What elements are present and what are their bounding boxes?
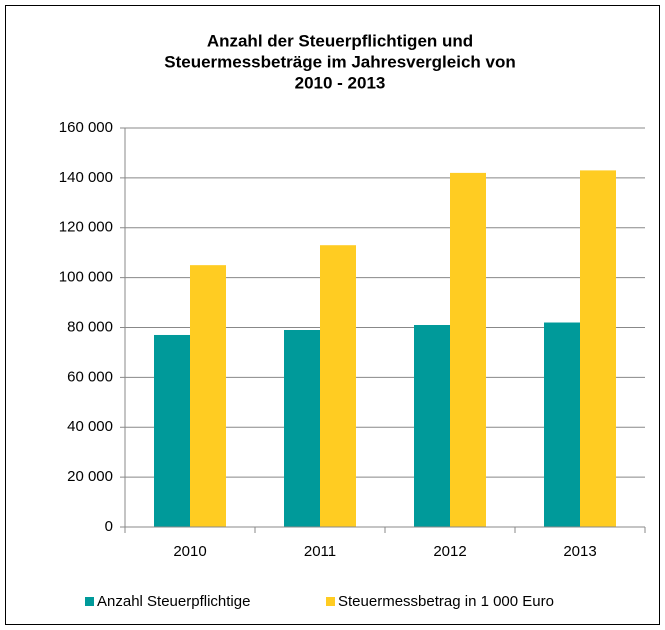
y-tick-label: 100 000 xyxy=(59,269,113,286)
bar xyxy=(414,325,450,527)
y-tick-label: 80 000 xyxy=(67,318,113,335)
y-tick-label: 160 000 xyxy=(59,119,113,136)
chart-title: 2010 - 2013 xyxy=(295,73,386,92)
y-tick-label: 140 000 xyxy=(59,169,113,186)
x-tick-label: 2010 xyxy=(173,543,206,560)
legend-swatch xyxy=(85,597,94,606)
legend-label: Anzahl Steuerpflichtige xyxy=(97,593,250,610)
legend-swatch xyxy=(326,597,335,606)
legend-label: Steuermessbetrag in 1 000 Euro xyxy=(338,593,554,610)
y-tick-label: 0 xyxy=(105,518,113,535)
bar xyxy=(284,329,320,527)
bar xyxy=(580,170,616,528)
x-tick-label: 2013 xyxy=(563,543,596,560)
bar xyxy=(320,245,356,528)
bar xyxy=(154,334,190,527)
x-tick-label: 2012 xyxy=(433,543,466,560)
bar xyxy=(190,265,226,527)
bar xyxy=(544,322,580,527)
chart-title: Anzahl der Steuerpflichtigen und xyxy=(207,31,473,50)
chart-title: Steuermessbeträge im Jahresvergleich von xyxy=(164,52,516,71)
bar xyxy=(450,172,486,527)
y-tick-label: 20 000 xyxy=(67,468,113,485)
x-tick-label: 2011 xyxy=(304,543,336,560)
y-tick-label: 60 000 xyxy=(67,368,113,385)
y-tick-label: 40 000 xyxy=(67,418,113,435)
y-tick-label: 120 000 xyxy=(59,219,113,236)
